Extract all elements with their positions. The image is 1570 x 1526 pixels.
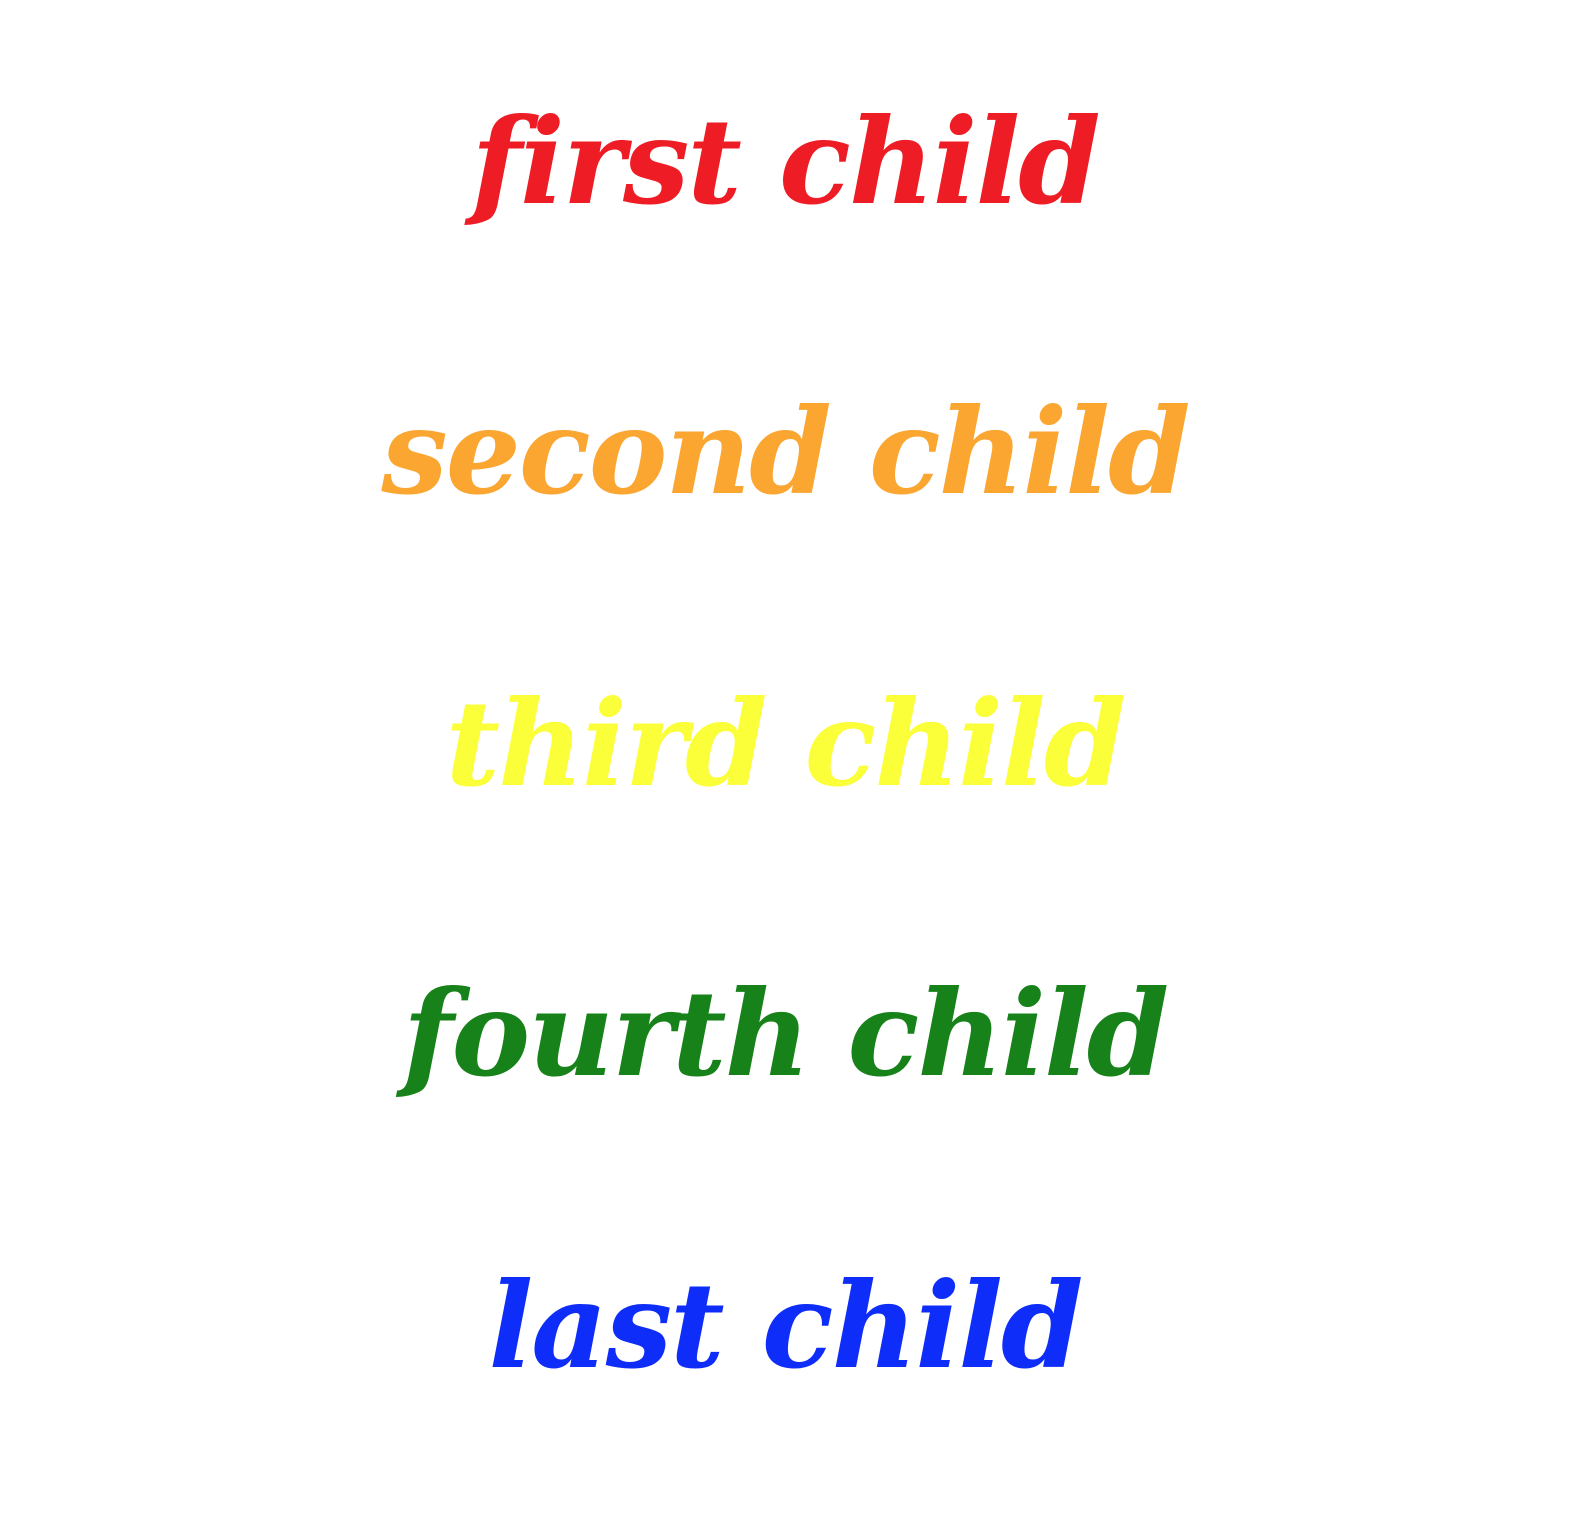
last-child-label: last child <box>488 1256 1083 1395</box>
second-child-label: second child <box>381 382 1190 521</box>
first-child-label: first child <box>471 92 1101 231</box>
fourth-child-label: fourth child <box>402 964 1170 1103</box>
third-child-label: third child <box>445 674 1127 813</box>
